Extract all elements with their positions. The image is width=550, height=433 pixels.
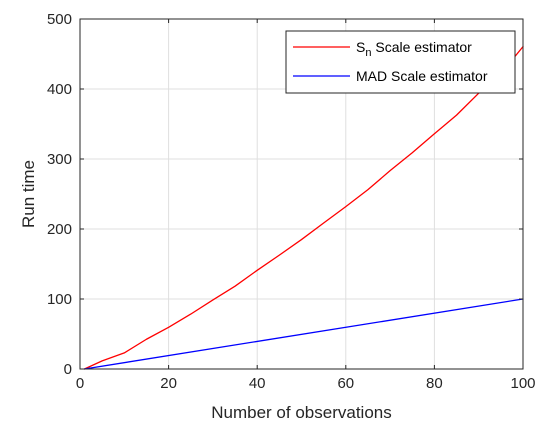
legend: Sn Scale estimator MAD Scale estimator [285, 30, 516, 94]
y-axis-label: Run time [19, 160, 38, 228]
x-tick-label: 60 [337, 375, 354, 392]
series-line-mad [83, 298, 524, 370]
x-tick-label: 0 [76, 375, 84, 392]
tick-labels: 0 20 40 60 80 100 0 100 200 300 400 500 [47, 11, 536, 392]
legend-label-mad: MAD Scale estimator [356, 68, 488, 84]
ticks [79, 18, 524, 370]
legend-box [285, 30, 516, 94]
x-axis-label: Number of observations [211, 403, 391, 422]
legend-label-sn: Sn Scale estimator [356, 39, 472, 59]
y-tick-label: 200 [47, 221, 72, 238]
x-tick-label: 20 [160, 375, 177, 392]
y-tick-label: 100 [47, 291, 72, 308]
x-tick-label: 80 [426, 375, 443, 392]
y-tick-label: 500 [47, 11, 72, 28]
y-tick-label: 0 [64, 361, 72, 378]
series-layer [83, 46, 524, 370]
series-line-sn [83, 46, 524, 370]
y-tick-label: 300 [47, 151, 72, 168]
axes-frame [79, 18, 524, 370]
y-tick-label: 400 [47, 81, 72, 98]
x-tick-label: 40 [249, 375, 266, 392]
x-tick-label: 100 [510, 375, 535, 392]
